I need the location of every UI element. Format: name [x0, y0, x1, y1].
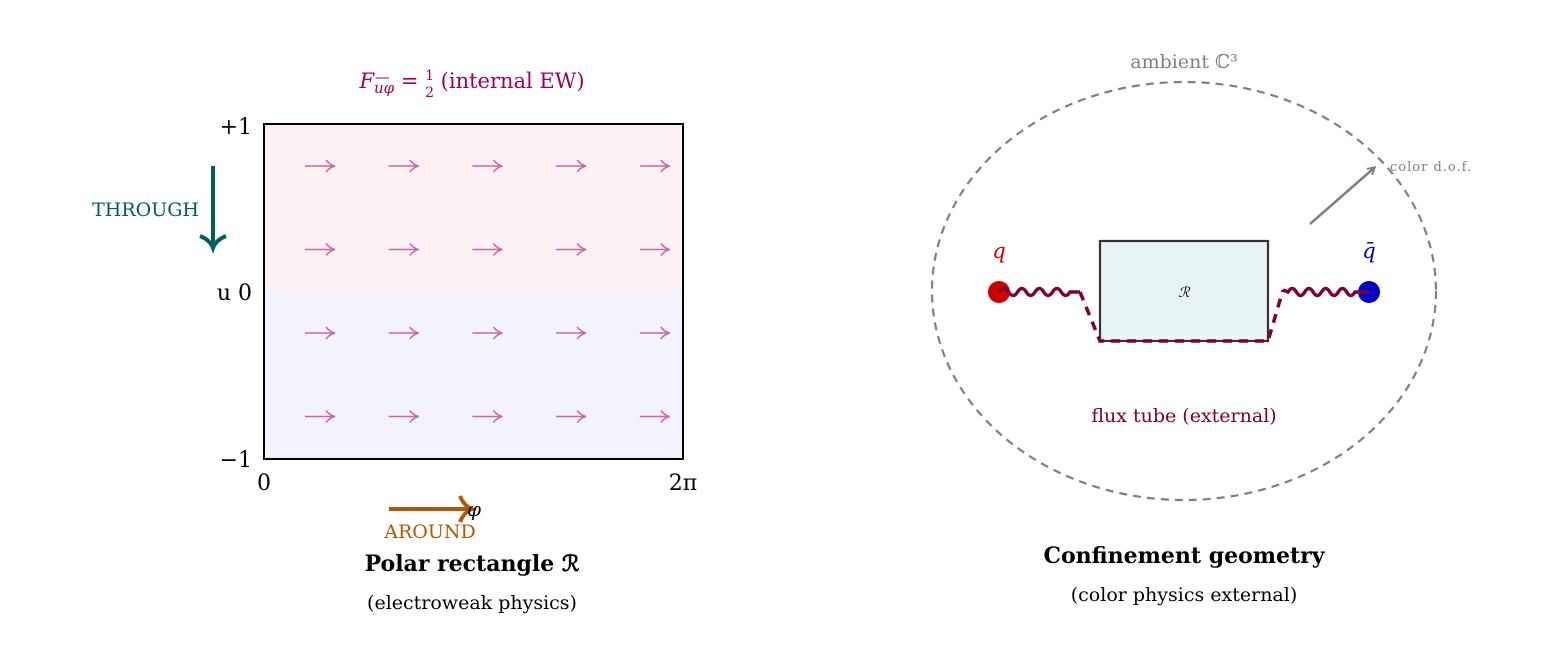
- upper-half-region: [264, 124, 683, 292]
- field-arrow-icon: [472, 159, 503, 173]
- field-arrow-grid: [305, 159, 670, 423]
- around-label: AROUND: [383, 521, 475, 543]
- field-arrow-icon: [305, 159, 336, 173]
- field-arrow-icon: [639, 243, 670, 256]
- field-arrow-icon: [388, 410, 419, 423]
- ambient-space-ellipse: [930, 80, 1438, 502]
- panel-title: Polar rectangle ℛ: [365, 551, 580, 577]
- panel-subtitle: (color physics external): [1071, 584, 1298, 606]
- panel-title: Confinement geometry: [1043, 543, 1325, 569]
- flux-tube-dashed: [1078, 289, 1285, 343]
- field-arrow-icon: [639, 159, 670, 173]
- lower-half-region: [264, 292, 683, 459]
- y-tick-top: +1: [220, 115, 252, 140]
- y-tick-mid: u 0: [217, 281, 252, 306]
- field-arrow-icon: [305, 326, 336, 340]
- field-arrow-icon: [305, 410, 336, 423]
- field-arrow-icon: [639, 410, 670, 423]
- field-arrow-icon: [472, 410, 503, 423]
- region-box: [1098, 239, 1270, 343]
- field-arrow-icon: [556, 410, 587, 423]
- color-dof-label: color d.o.f.: [1390, 160, 1472, 175]
- field-arrow-icon: [639, 326, 670, 340]
- field-arrow-icon: [472, 243, 503, 256]
- field-arrow-icon: [556, 326, 587, 340]
- field-arrow-icon: [556, 243, 587, 256]
- around-arrow-icon: [389, 495, 478, 523]
- field-arrow-icon: [388, 159, 419, 173]
- y-tick-bottom: −1: [220, 448, 252, 473]
- field-arrow-icon: [556, 159, 587, 173]
- field-arrow-icon: [472, 326, 503, 340]
- flux-wave-right: [1282, 286, 1369, 298]
- quark-label: q: [992, 239, 1005, 263]
- through-arrow-icon: [199, 166, 227, 254]
- flux-wave-left: [998, 286, 1080, 298]
- color-dof-arrow-icon: [1309, 168, 1374, 225]
- antiquark-label: q̄: [1362, 239, 1375, 263]
- quark-dot: [988, 281, 1010, 303]
- field-arrow-icon: [388, 243, 419, 256]
- rectangle-border: [263, 123, 684, 460]
- region-label: ℛ: [1178, 285, 1190, 301]
- phi-label: φ: [467, 497, 481, 521]
- field-arrow-icon: [305, 243, 336, 256]
- flux-tube-label: flux tube (external): [1091, 405, 1276, 427]
- confinement-geometry-panel: ambient ℂ³ color d.o.f. ℛ q q̄ flux tube…: [930, 51, 1472, 606]
- ambient-label: ambient ℂ³: [1130, 51, 1237, 73]
- x-tick-right: 2π: [669, 471, 697, 496]
- field-arrow-icon: [388, 326, 419, 340]
- x-tick-left: 0: [257, 471, 271, 496]
- through-label: THROUGH: [92, 199, 199, 221]
- panel-subtitle: (electroweak physics): [367, 592, 577, 614]
